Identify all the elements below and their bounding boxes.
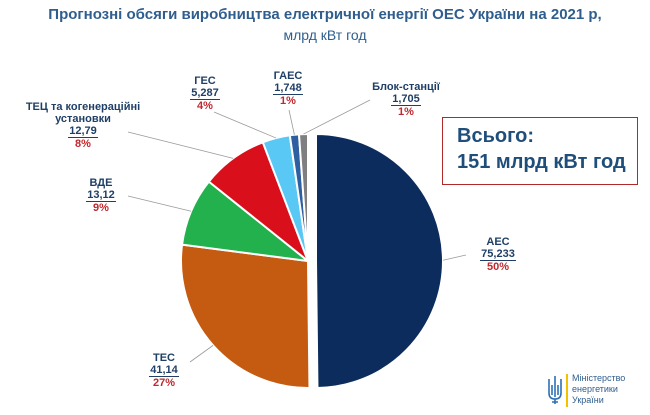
chart-title: Прогнозні обсяги виробництва електричної…: [48, 6, 602, 23]
ministry-name: Міністерство енергетики України: [572, 373, 626, 405]
total-box: Всього: 151 млрд кВт год: [442, 117, 638, 185]
trident-icon: [548, 376, 562, 404]
total-label: Всього:: [457, 125, 535, 147]
leader-line-0: [442, 254, 467, 261]
leader-line-2: [127, 195, 192, 212]
pie-slice-1: [180, 243, 311, 389]
leader-line-5: [288, 109, 295, 135]
label-tes: ТЕС 41,14 27%: [149, 352, 179, 389]
leader-line-3: [127, 131, 234, 159]
leader-line-6: [303, 99, 371, 135]
total-value: 151 млрд кВт год: [457, 151, 626, 173]
label-gaes: ГАЕС 1,748 1%: [273, 70, 303, 107]
chart-subtitle: млрд кВт год: [283, 27, 367, 43]
label-block-stations: Блок-станції 1,705 1%: [372, 81, 440, 118]
label-vde: ВДЕ 13,12 9%: [86, 177, 116, 214]
label-aes: АЕС 75,233 50%: [480, 236, 516, 273]
ministry-logo: Міністерство енергетики України: [547, 372, 647, 410]
pie-slice-0: [315, 132, 444, 389]
leader-line-4: [213, 111, 277, 139]
label-ges: ГЕС 5,287 4%: [190, 75, 220, 112]
leader-line-1: [189, 345, 214, 363]
label-tec: ТЕЦ та когенераційні установки 12,79 8%: [25, 101, 141, 150]
ministry-divider: [566, 374, 568, 407]
